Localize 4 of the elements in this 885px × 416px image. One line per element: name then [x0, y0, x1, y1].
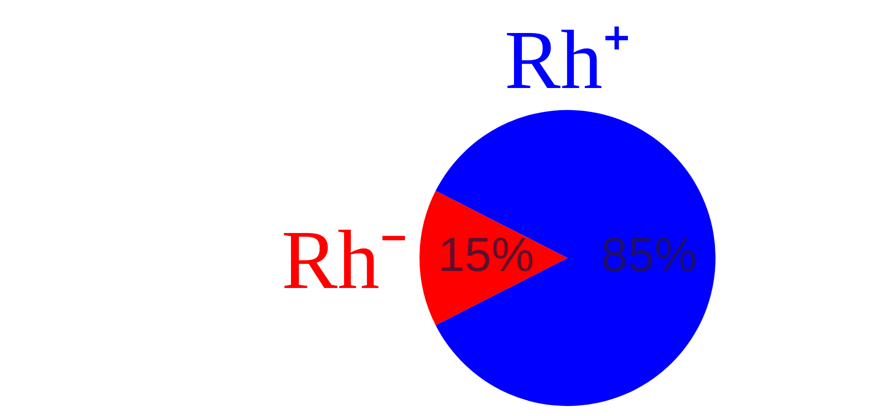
data-label: 85% — [600, 229, 697, 282]
data-label: 15% — [438, 229, 534, 282]
slice-label: Rh⁻ — [281, 214, 408, 307]
slice-label: Rh⁺ — [504, 14, 631, 107]
